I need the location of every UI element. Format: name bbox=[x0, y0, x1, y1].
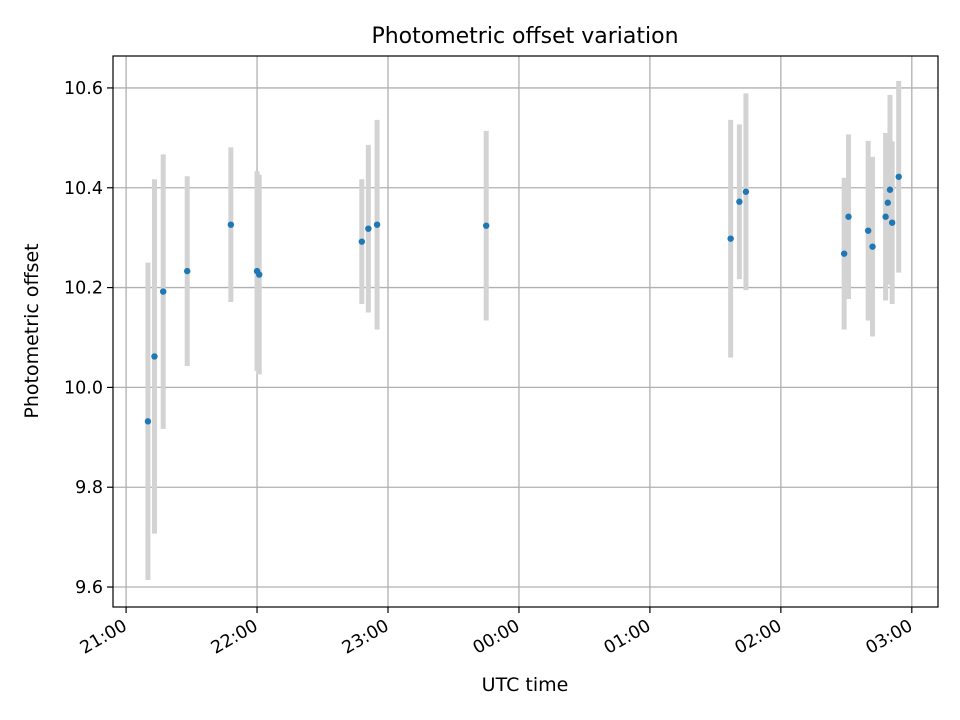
data-point bbox=[884, 199, 892, 206]
data-point bbox=[184, 267, 191, 275]
data-point bbox=[886, 186, 894, 193]
y-tick-label: 9.8 bbox=[75, 478, 103, 498]
data-point bbox=[144, 418, 152, 425]
data-point bbox=[365, 225, 372, 232]
y-tick-label: 10.6 bbox=[64, 79, 103, 99]
data-point bbox=[742, 188, 750, 195]
data-point bbox=[882, 213, 889, 220]
data-point bbox=[159, 288, 167, 295]
y-grid bbox=[113, 87, 938, 588]
data-point bbox=[845, 213, 852, 220]
y-axis-label: Photometric offset bbox=[21, 243, 43, 418]
data-point bbox=[727, 235, 734, 242]
data-points bbox=[144, 173, 902, 425]
data-point bbox=[888, 219, 896, 226]
plot-frame bbox=[112, 55, 939, 608]
data-point bbox=[358, 238, 366, 245]
data-point bbox=[373, 221, 381, 228]
data-point bbox=[895, 173, 902, 180]
y-tick-label: 9.6 bbox=[75, 578, 103, 598]
data-point bbox=[256, 271, 263, 278]
data-point bbox=[864, 227, 872, 234]
data-point bbox=[483, 222, 490, 229]
x-axis-label: UTC time bbox=[482, 674, 569, 696]
chart-title: Photometric offset variation bbox=[371, 24, 678, 49]
data-point bbox=[869, 243, 876, 250]
data-point bbox=[151, 353, 158, 360]
y-tick-label: 10.0 bbox=[64, 378, 103, 398]
y-axis-ticks: 9.6 9.8 10.0 10.2 10.4 10.6 bbox=[64, 79, 113, 598]
data-point bbox=[736, 198, 743, 205]
data-point bbox=[227, 221, 235, 228]
y-tick-label: 10.2 bbox=[64, 279, 103, 299]
y-tick-label: 10.4 bbox=[64, 179, 103, 199]
data-point bbox=[840, 250, 848, 257]
x-grid bbox=[125, 56, 913, 607]
